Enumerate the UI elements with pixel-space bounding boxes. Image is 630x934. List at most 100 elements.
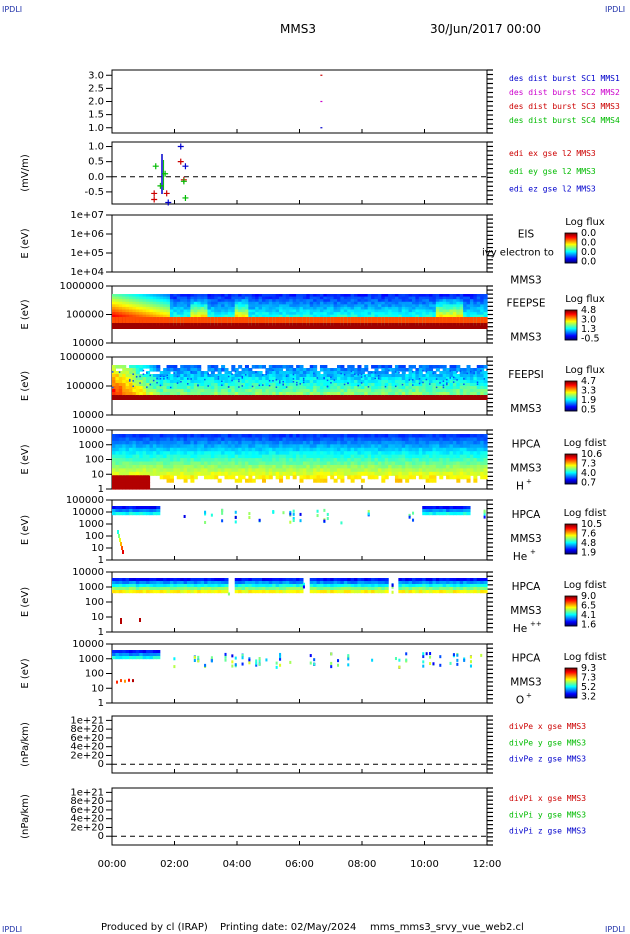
- cell: [146, 454, 151, 459]
- cell: [388, 374, 393, 378]
- cell: [275, 377, 280, 381]
- cell: [282, 380, 287, 384]
- cell: [456, 296, 461, 300]
- cell: [296, 377, 301, 381]
- cell: [272, 447, 277, 452]
- colorbar-step: [565, 481, 577, 483]
- cell: [183, 464, 188, 469]
- cell: [132, 374, 137, 378]
- cell: [394, 323, 399, 329]
- cell: [292, 516, 295, 520]
- cell: [347, 392, 352, 396]
- cell: [459, 314, 464, 318]
- cell: [316, 514, 319, 518]
- cell: [391, 461, 396, 466]
- cell: [435, 461, 440, 466]
- cell: [169, 323, 174, 329]
- colorbar-step: [565, 382, 577, 384]
- cell: [309, 299, 314, 303]
- cell: [125, 461, 130, 466]
- cell: [292, 389, 297, 393]
- cell: [381, 371, 386, 375]
- y-axis-label: E (eV): [20, 299, 31, 329]
- colorbar-step: [565, 336, 577, 338]
- cell: [343, 317, 348, 323]
- cell: [156, 464, 161, 469]
- cell: [364, 374, 369, 378]
- cell: [299, 451, 304, 456]
- cell: [268, 437, 273, 442]
- cell: [459, 464, 464, 469]
- cell: [452, 447, 457, 452]
- cell: [289, 309, 294, 313]
- cell: [452, 317, 457, 323]
- cell: [265, 386, 270, 390]
- cell: [234, 392, 239, 396]
- cell: [190, 389, 195, 393]
- cell: [391, 314, 396, 318]
- cell: [425, 478, 430, 483]
- y-tick-label: 0.0: [88, 172, 104, 183]
- colorbar-tick-label: 7.3: [581, 459, 596, 470]
- cell: [204, 434, 209, 439]
- cell: [435, 447, 440, 452]
- cell: [180, 299, 185, 303]
- colorbar-step: [565, 535, 577, 537]
- colorbar-step: [565, 474, 577, 476]
- cell: [442, 447, 447, 452]
- cell: [272, 383, 277, 387]
- cell: [248, 380, 253, 384]
- cell: [384, 464, 389, 469]
- cell: [268, 454, 273, 459]
- cell: [255, 301, 260, 305]
- cell: [152, 447, 157, 452]
- colorbar-step: [565, 249, 577, 251]
- y-tick-label: 0.5: [88, 157, 104, 168]
- cell: [302, 447, 307, 452]
- colorbar-step: [565, 312, 577, 314]
- cell: [459, 306, 464, 311]
- cell: [217, 296, 222, 300]
- cell: [442, 380, 445, 382]
- cell: [343, 468, 348, 473]
- cell: [224, 468, 229, 473]
- cell: [112, 437, 117, 442]
- cell: [190, 309, 195, 313]
- cell: [272, 299, 277, 303]
- cell: [459, 317, 464, 323]
- cell: [149, 314, 154, 318]
- cell: [360, 461, 365, 466]
- cell: [340, 372, 342, 375]
- cell: [381, 377, 386, 381]
- cell: [159, 386, 164, 390]
- cell: [408, 377, 413, 381]
- cell: [149, 365, 154, 369]
- cell: [371, 380, 376, 384]
- cell: [169, 312, 174, 316]
- cell: [204, 454, 209, 459]
- cell: [115, 485, 120, 490]
- cell: [197, 461, 202, 466]
- cell: [176, 309, 181, 313]
- cell: [125, 482, 130, 487]
- cell: [309, 380, 314, 384]
- cell: [156, 392, 161, 396]
- cell: [452, 294, 457, 298]
- cell: [316, 323, 321, 329]
- cell: [374, 392, 379, 396]
- colorbar-step: [565, 530, 577, 532]
- cell: [210, 306, 215, 311]
- cell: [112, 464, 117, 469]
- cell: [480, 440, 485, 445]
- cell: [265, 309, 270, 313]
- cell: [364, 444, 369, 449]
- cell: [125, 451, 130, 456]
- cell: [473, 478, 478, 483]
- cell: [231, 373, 233, 375]
- cell: [282, 309, 287, 313]
- cell: [265, 454, 270, 459]
- cell: [337, 434, 342, 439]
- cell: [289, 395, 294, 400]
- cell: [204, 294, 209, 298]
- cell: [132, 296, 137, 300]
